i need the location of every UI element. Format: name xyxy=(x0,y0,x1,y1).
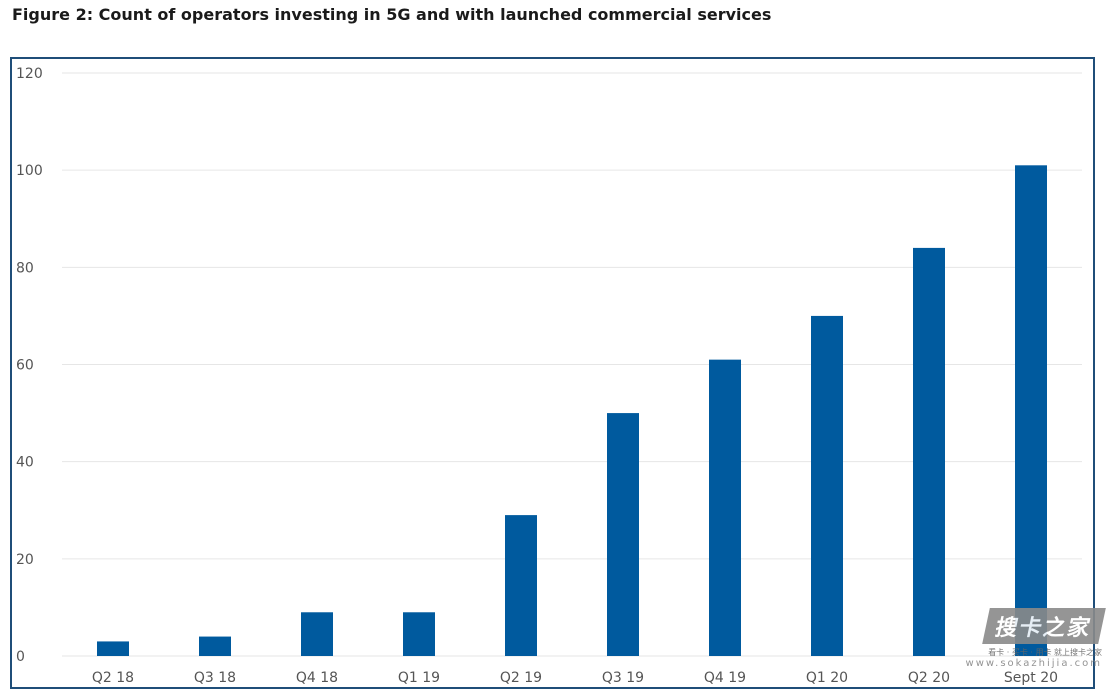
bar-q1-19 xyxy=(403,612,435,656)
watermark-logo: 搜卡之家 xyxy=(982,608,1106,644)
x-tick-label: Q2 19 xyxy=(500,670,542,686)
bar-q2-18 xyxy=(97,641,129,656)
bar-q4-19 xyxy=(709,359,741,656)
bar-q3-19 xyxy=(607,413,639,656)
x-tick-label: Q3 19 xyxy=(602,670,644,686)
x-tick-label: Q4 18 xyxy=(296,670,338,686)
x-tick-label: Q1 19 xyxy=(398,670,440,686)
x-tick-label: Q3 18 xyxy=(194,670,236,686)
y-tick-label: 80 xyxy=(16,260,34,276)
watermark-tagline: 看卡 · 买卡 · 用卡 就上搜卡之家 xyxy=(988,648,1102,657)
bar-q1-20 xyxy=(811,315,843,656)
bar-q2-20 xyxy=(913,247,945,656)
watermark: 搜卡之家 看卡 · 买卡 · 用卡 就上搜卡之家 www.sokazhijia.… xyxy=(965,608,1106,669)
x-tick-label: Q4 19 xyxy=(704,670,746,686)
y-tick-label: 120 xyxy=(16,66,43,82)
bar-q4-18 xyxy=(301,612,333,656)
bar-q3-18 xyxy=(199,636,231,656)
y-tick-label: 0 xyxy=(16,649,25,665)
x-axis-ticks: Q2 18 Q3 18 Q4 18 Q1 19 Q2 19 Q3 19 Q4 19 Q1 20… xyxy=(92,670,1058,686)
bar-q2-19 xyxy=(505,515,537,656)
y-tick-label: 100 xyxy=(16,163,43,179)
x-tick-label: Q2 20 xyxy=(908,670,950,686)
bar-sept-20 xyxy=(1015,165,1047,656)
grid-lines xyxy=(62,72,1082,657)
x-tick-label: Q2 18 xyxy=(92,670,134,686)
figure-title: Figure 2: Count of operators investing i… xyxy=(12,5,772,24)
y-tick-label: 20 xyxy=(16,552,34,568)
x-tick-label: Sept 20 xyxy=(1004,670,1058,686)
y-axis-ticks: 0 20 40 60 80 100 120 xyxy=(16,66,43,665)
y-tick-label: 60 xyxy=(16,358,34,374)
watermark-url: www.sokazhijia.com xyxy=(965,658,1102,669)
bars xyxy=(97,165,1047,656)
chart-frame: 0 20 40 60 80 100 120 Q2 18 Q3 18 Q4 18 Q1 19 Q2 1… xyxy=(10,57,1095,689)
x-tick-label: Q1 20 xyxy=(806,670,848,686)
y-tick-label: 40 xyxy=(16,455,34,471)
